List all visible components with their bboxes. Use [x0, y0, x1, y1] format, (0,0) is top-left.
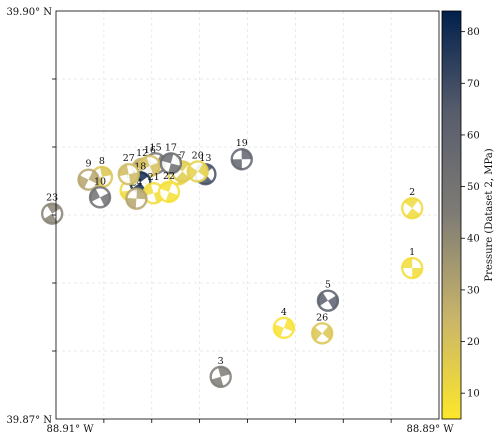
beachball-quadrant: [88, 170, 99, 185]
beachball-quadrant: [100, 192, 111, 207]
beachball-label: 21: [148, 172, 160, 183]
colorbar-ticks: 10 20 30 40 50 60 70 80: [461, 27, 480, 400]
beachball-quadrant: [118, 164, 129, 177]
beachball-19: 19: [230, 138, 253, 171]
beachball-quadrant: [161, 153, 174, 164]
beachball-quadrant: [312, 326, 323, 341]
y-tick-label-top: 39.90° N: [6, 7, 52, 18]
beachball-24: 24: [125, 178, 148, 210]
beachball-label: 1: [409, 247, 415, 258]
beachball-label: 5: [325, 280, 331, 291]
beachball-3: 3: [209, 356, 232, 389]
beachball-quadrant: [149, 162, 160, 176]
beachball-label: 16: [144, 145, 156, 156]
beachball-label: 27: [123, 153, 135, 164]
beachball-label: 26: [316, 312, 328, 323]
colorbar-tick-label: 10: [467, 389, 480, 400]
beachball-quadrant: [100, 166, 112, 177]
colorbar-tick-label: 50: [467, 182, 480, 193]
beachball-label: 19: [236, 138, 248, 149]
beachball-quadrant: [406, 208, 421, 219]
beachball-quadrant: [139, 156, 150, 170]
beachball-quadrant: [168, 163, 181, 174]
beachball-quadrant: [217, 366, 231, 377]
axis-ticks: [52, 78, 392, 423]
beachball-16: 16: [138, 145, 162, 178]
beachball-quadrant: [231, 159, 242, 170]
grid-lines: [56, 11, 439, 419]
beachball-23: 23: [40, 193, 64, 225]
beachball-label: 4: [281, 307, 287, 318]
beachball-4: 4: [272, 307, 296, 340]
x-tick-label: 88.89° W: [406, 424, 454, 435]
colorbar-label: Pressure (Dataset 2, MPa): [484, 148, 495, 281]
beachball-quadrant: [78, 175, 89, 189]
beachball-1: 1: [400, 247, 424, 280]
beachball-label: 10: [94, 176, 106, 187]
colorbar-tick-label: 20: [467, 337, 480, 348]
colorbar: 10 20 30 40 50 60 70 80 Pressure (Dataset 2, MP…: [441, 10, 495, 420]
colorbar-tick-label: 30: [467, 285, 480, 296]
beachball-10: 10: [88, 176, 112, 209]
beachball-quadrant: [136, 188, 147, 200]
beachball-quadrant: [211, 376, 224, 387]
beachball-22: 22: [157, 171, 181, 204]
beachball-label: 23: [46, 193, 58, 204]
beachball-quadrant: [273, 324, 284, 338]
x-tick-label: 88.91° W: [46, 424, 94, 435]
beachball-17: 17: [159, 142, 183, 175]
y-tick-label: 39.90° N: [6, 7, 52, 18]
beachball-2: 2: [400, 187, 424, 220]
colorbar-tick-label: 60: [467, 130, 480, 141]
beachball-quadrant: [90, 188, 101, 202]
beachball-quadrant: [412, 268, 423, 279]
beachball-quadrant: [197, 163, 208, 178]
beachball-quadrant: [187, 165, 198, 180]
beachball-label: 24: [130, 178, 142, 189]
colorbar-tick-label: 40: [467, 234, 480, 245]
colorbar-tick-label: 70: [467, 79, 480, 90]
beachball-5: 5: [316, 280, 340, 312]
beachball-quadrant: [283, 318, 294, 332]
beachball-label: 2: [409, 187, 415, 198]
beachball-quadrant: [402, 258, 413, 269]
beachball-label: 7: [179, 150, 185, 161]
beachball-quadrant: [175, 171, 190, 182]
beachball-quadrant: [327, 295, 338, 310]
beachball-9: 9: [77, 159, 100, 191]
beachball-quadrant: [43, 213, 58, 224]
beachball-quadrant: [165, 191, 179, 202]
beachball-quadrant: [143, 183, 154, 197]
beachball-label: 15: [150, 142, 162, 153]
beachball-marks: 1234567891012131415161718192021222324262…: [40, 138, 424, 389]
beachball-label: 3: [218, 356, 224, 367]
y-tick-label-bottom: 39.87° N: [6, 415, 52, 426]
beachball-quadrant: [126, 197, 137, 209]
beachball-quadrant: [159, 181, 173, 192]
beachball-label: 17: [165, 142, 177, 153]
beachball-27: 27: [117, 153, 140, 186]
plot-area: 1234567891012131415161718192021222324262…: [40, 10, 440, 420]
beachball-label: 8: [99, 156, 105, 167]
beachball-quadrant: [317, 292, 328, 306]
beachball-label: 20: [192, 150, 204, 161]
beachball-label: 12: [136, 148, 148, 159]
colorbar-tick-label: 80: [467, 27, 480, 38]
beachball-label: 13: [199, 153, 211, 164]
beachball-quadrant: [404, 198, 419, 209]
beachball-label: 18: [134, 161, 146, 172]
beachball-quadrant: [241, 149, 252, 160]
beachball-quadrant: [322, 325, 333, 340]
beachball-label: 9: [86, 159, 92, 170]
beachball-quadrant: [128, 172, 139, 184]
beachball-26: 26: [310, 312, 334, 345]
y-tick-label: 39.87° N: [6, 415, 52, 426]
beachball-quadrant: [46, 203, 61, 214]
beachball-label: 22: [163, 171, 175, 182]
beachball-20: 20: [186, 150, 209, 183]
colorbar-gradient: [441, 10, 462, 420]
